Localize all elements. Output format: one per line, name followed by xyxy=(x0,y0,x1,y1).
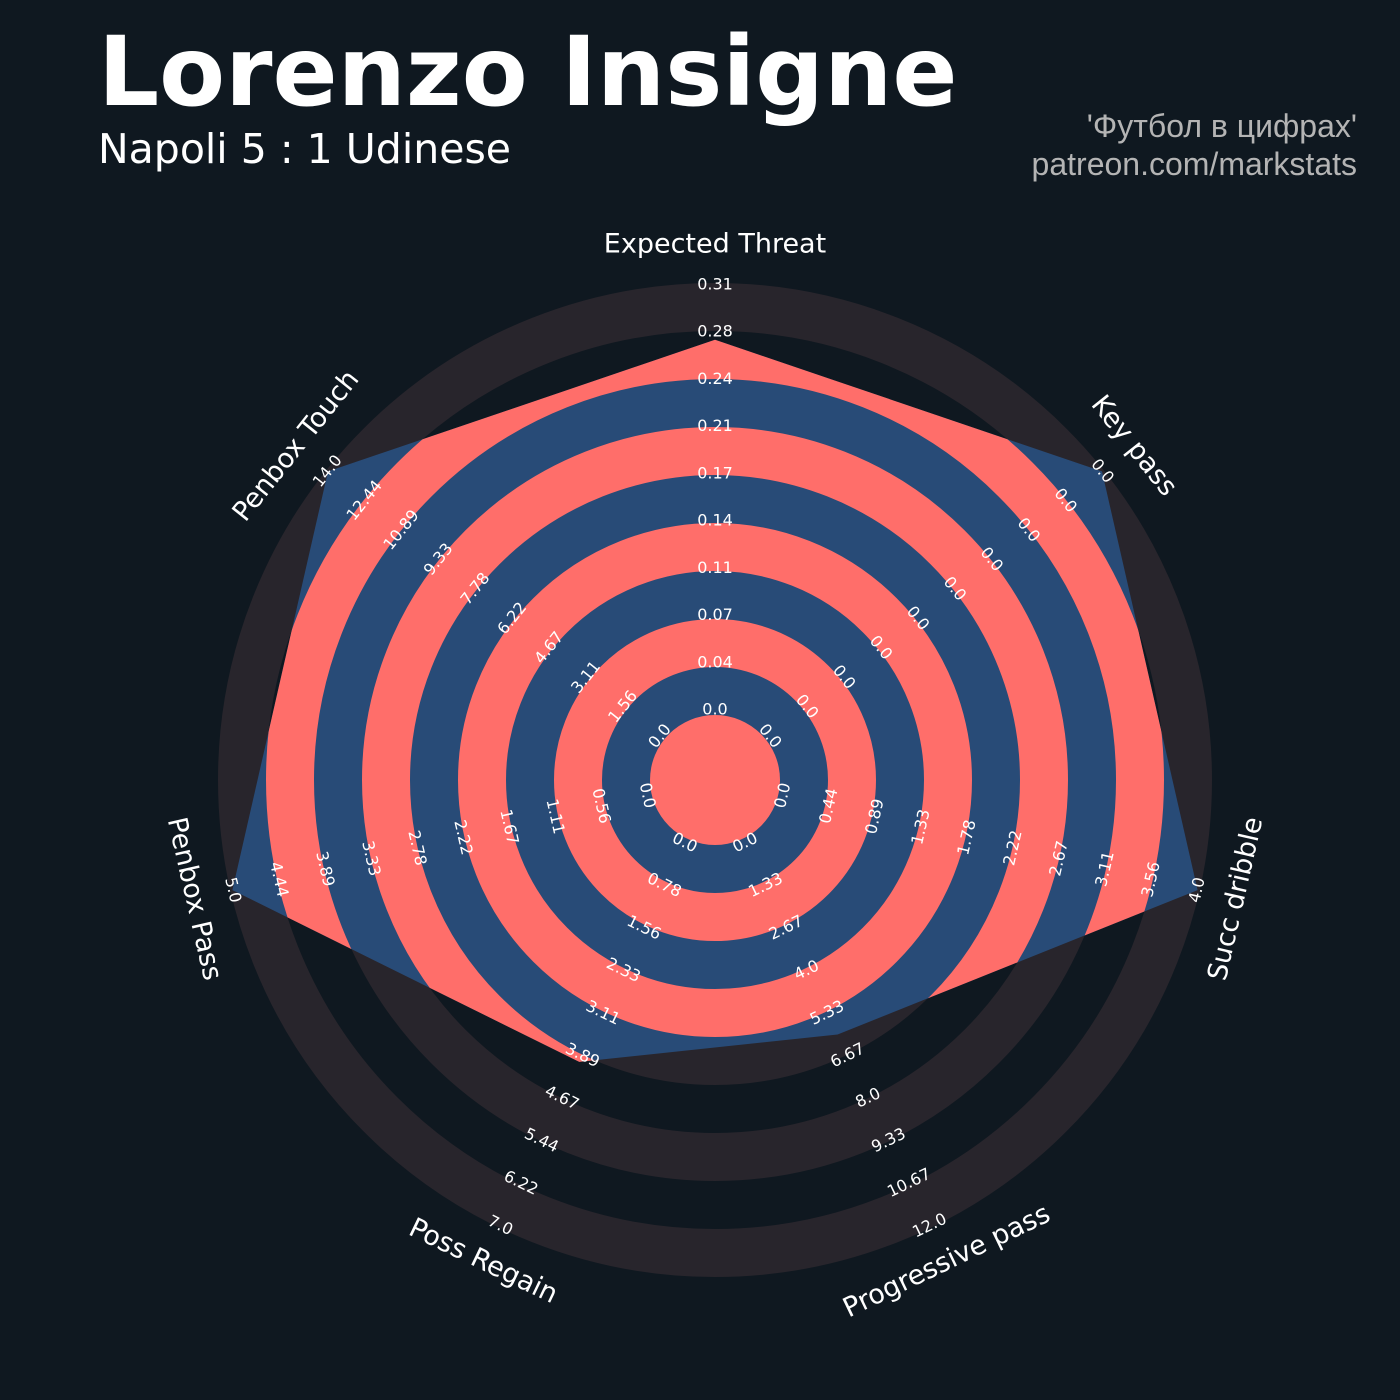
radar-ring xyxy=(554,619,876,941)
tick-label: 0.28 xyxy=(697,322,733,341)
tick-label: 0.04 xyxy=(697,652,733,671)
radar-area xyxy=(232,339,1198,1062)
credit: 'Футбол в цифрах' xyxy=(1087,108,1357,144)
credit: patreon.com/markstats xyxy=(1032,146,1357,182)
tick-label: 0.0 xyxy=(702,700,727,719)
tick-label: 0.11 xyxy=(697,558,733,577)
tick-label: 0.31 xyxy=(697,275,733,294)
radar xyxy=(232,339,1198,1062)
tick-label: 0.07 xyxy=(697,605,733,624)
tick-label: 0.24 xyxy=(697,369,733,388)
axis-label: Expected Threat xyxy=(604,229,826,260)
chart-subtitle: Napoli 5 : 1 Udinese xyxy=(98,125,511,173)
radar-rings xyxy=(266,339,1164,1062)
radar-ring xyxy=(458,523,972,1037)
tick-label: 0.21 xyxy=(697,416,733,435)
radar-ring xyxy=(650,715,780,845)
radar-ring xyxy=(362,427,1068,1062)
radar-ring xyxy=(266,339,1164,1062)
ring xyxy=(218,283,1212,1277)
chart-title: Lorenzo Insigne xyxy=(98,16,957,128)
tick-label: 0.17 xyxy=(697,463,733,482)
tick-label: 0.14 xyxy=(697,511,733,530)
